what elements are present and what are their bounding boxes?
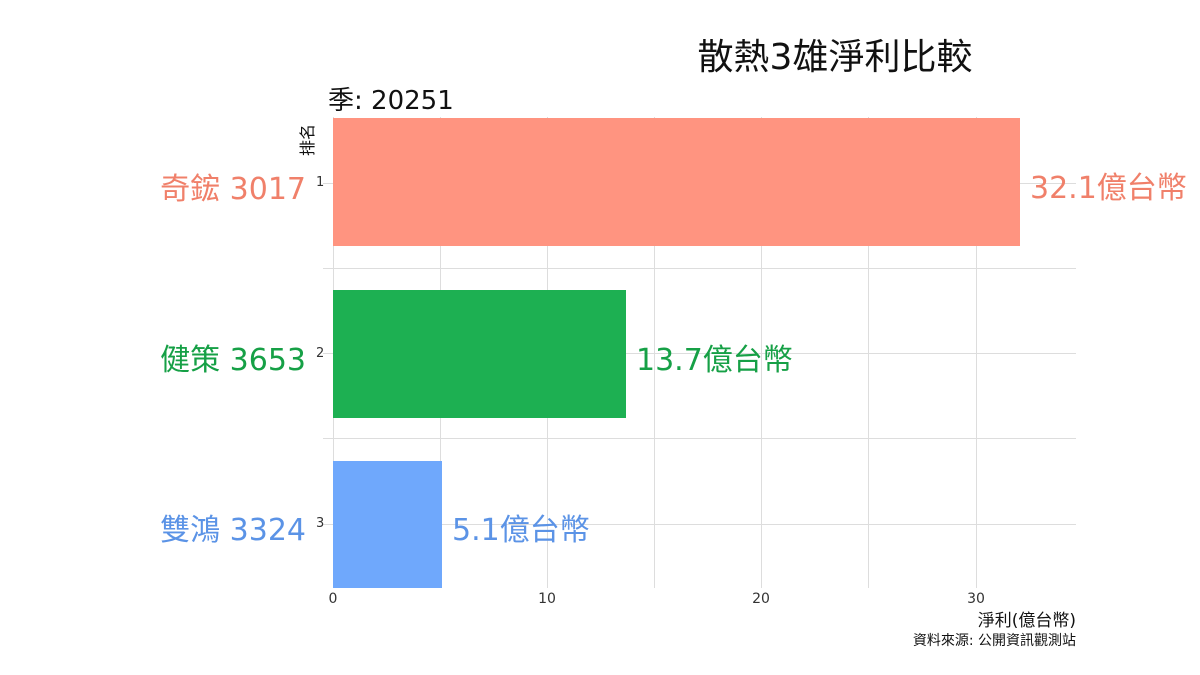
gridline-y-3 — [323, 524, 1076, 525]
bar-rank-3 — [333, 461, 442, 588]
gridline-x-15 — [654, 117, 655, 588]
x-tick-0: 0 — [328, 591, 338, 607]
rank-tick-3: 3 — [316, 516, 325, 531]
rank-tick-1: 1 — [316, 175, 325, 190]
y-axis-label-text: 排名 — [298, 123, 317, 157]
bar-rank-1 — [333, 118, 1020, 246]
rank-tick-2: 2 — [316, 346, 325, 361]
gridline-x-30 — [976, 117, 977, 588]
gridline-y-2-5 — [323, 438, 1076, 439]
gridline-x-25 — [868, 117, 869, 588]
x-tick-20: 20 — [752, 591, 770, 607]
x-tick-30: 30 — [967, 591, 985, 607]
gridline-y-2 — [323, 353, 1076, 354]
y-axis-label: 排名 — [286, 118, 326, 162]
season-label: 季: 20251 — [328, 86, 454, 116]
plot-area: 32.1億台幣 13.7億台幣 5.1億台幣 — [323, 117, 1187, 588]
company-name-rank-3: 雙鴻 3324 — [160, 513, 306, 548]
gridline-y-1-5 — [323, 268, 1076, 269]
value-label-rank-1: 32.1億台幣 — [1030, 171, 1187, 206]
value-label-rank-3: 5.1億台幣 — [452, 513, 590, 548]
company-name-rank-2: 健策 3653 — [160, 343, 306, 378]
value-label-rank-2: 13.7億台幣 — [636, 343, 793, 378]
x-tick-10: 10 — [538, 591, 556, 607]
chart-title: 散熱3雄淨利比較 — [697, 37, 973, 78]
bar-rank-2 — [333, 290, 626, 418]
gridline-x-20 — [761, 117, 762, 588]
x-axis-label: 淨利(億台幣) — [977, 611, 1076, 631]
company-name-rank-1: 奇鋐 3017 — [160, 172, 306, 207]
source-caption: 資料來源: 公開資訊觀測站 — [912, 633, 1076, 649]
